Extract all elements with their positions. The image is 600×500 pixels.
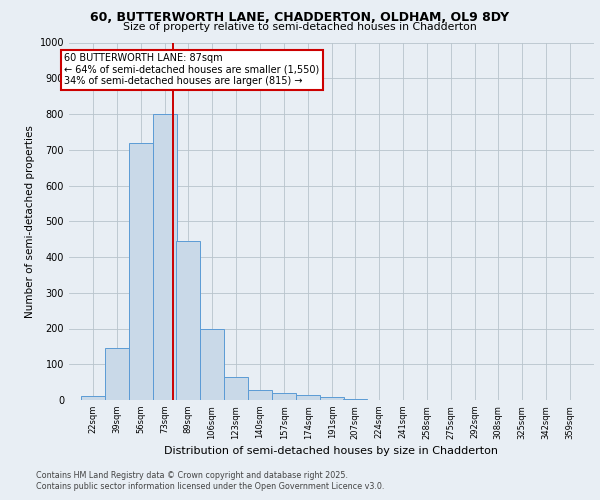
Bar	[296, 396, 320, 400]
X-axis label: Distribution of semi-detached houses by size in Chadderton: Distribution of semi-detached houses by …	[164, 446, 499, 456]
Bar	[81, 396, 105, 400]
Bar	[130, 142, 153, 400]
Bar	[343, 399, 367, 400]
Bar	[248, 390, 272, 400]
Text: 60, BUTTERWORTH LANE, CHADDERTON, OLDHAM, OL9 8DY: 60, BUTTERWORTH LANE, CHADDERTON, OLDHAM…	[91, 11, 509, 24]
Bar	[272, 393, 296, 400]
Y-axis label: Number of semi-detached properties: Number of semi-detached properties	[25, 125, 35, 318]
Bar	[154, 114, 177, 400]
Text: Contains HM Land Registry data © Crown copyright and database right 2025.: Contains HM Land Registry data © Crown c…	[36, 471, 348, 480]
Bar	[105, 348, 129, 400]
Bar	[176, 241, 200, 400]
Bar	[224, 377, 248, 400]
Text: 60 BUTTERWORTH LANE: 87sqm
← 64% of semi-detached houses are smaller (1,550)
34%: 60 BUTTERWORTH LANE: 87sqm ← 64% of semi…	[64, 53, 319, 86]
Bar	[200, 328, 224, 400]
Text: Size of property relative to semi-detached houses in Chadderton: Size of property relative to semi-detach…	[123, 22, 477, 32]
Bar	[320, 397, 344, 400]
Text: Contains public sector information licensed under the Open Government Licence v3: Contains public sector information licen…	[36, 482, 385, 491]
